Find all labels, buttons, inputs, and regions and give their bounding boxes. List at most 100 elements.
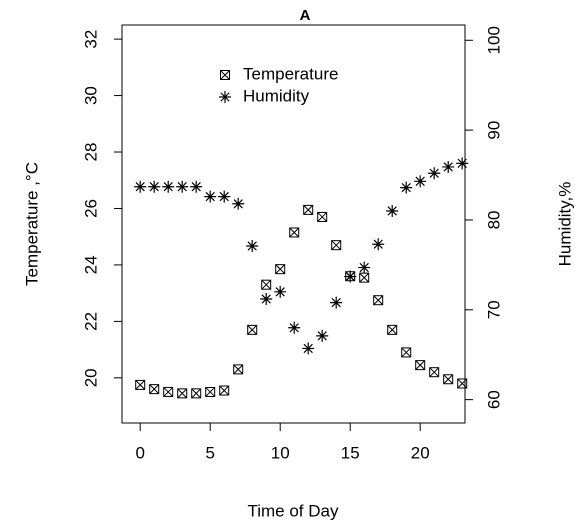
x-tick-label: 15 — [341, 443, 360, 462]
point-cross — [135, 380, 146, 390]
point — [246, 240, 259, 253]
point — [372, 238, 385, 251]
point — [317, 211, 328, 222]
point — [429, 367, 440, 378]
point — [275, 264, 286, 275]
point — [415, 360, 426, 371]
point-star — [246, 240, 259, 253]
point — [218, 190, 231, 203]
point-box — [303, 204, 314, 215]
point — [359, 272, 370, 283]
point — [134, 180, 147, 193]
chart-title: A — [300, 7, 311, 24]
point-cross — [359, 272, 370, 283]
point-cross — [303, 205, 314, 215]
point-star — [386, 204, 399, 217]
point-star — [218, 190, 231, 203]
point — [260, 293, 273, 306]
point — [204, 190, 217, 203]
point-box — [429, 367, 440, 378]
y2-tick-label: 100 — [484, 26, 503, 54]
y-tick-label: 26 — [81, 199, 100, 218]
point — [358, 261, 371, 274]
point — [386, 204, 399, 217]
point — [176, 180, 189, 193]
point-box — [373, 295, 384, 306]
point-star — [232, 197, 245, 210]
point — [387, 324, 398, 335]
point — [219, 91, 231, 103]
point — [163, 386, 174, 397]
point-cross — [247, 324, 258, 335]
point-star — [302, 342, 315, 355]
y-tick-label: 24 — [81, 255, 100, 274]
point-cross — [163, 387, 174, 397]
point-box — [387, 324, 398, 335]
y-tick-label: 32 — [81, 30, 100, 49]
point — [400, 181, 413, 194]
point — [177, 388, 188, 399]
point-box — [220, 70, 230, 80]
point-star — [260, 293, 273, 306]
point — [261, 279, 272, 290]
point-cross — [149, 384, 160, 394]
point-cross — [457, 378, 468, 389]
point — [274, 285, 287, 298]
point — [443, 374, 454, 385]
point-star — [442, 160, 455, 173]
x-axis-label: Time of Day — [247, 501, 339, 520]
point-box — [233, 364, 244, 375]
point-star — [358, 261, 371, 274]
point-box — [457, 378, 468, 389]
point-star — [274, 285, 287, 298]
point-box — [191, 388, 202, 399]
point-cross — [289, 227, 300, 238]
point-star — [190, 180, 203, 193]
point-cross — [233, 364, 244, 375]
y-tick-label: 30 — [81, 86, 100, 105]
point — [247, 324, 258, 335]
point — [233, 364, 244, 375]
point-box — [261, 279, 272, 290]
y2-tick-label: 70 — [484, 300, 503, 319]
point — [205, 386, 216, 397]
point — [316, 329, 329, 342]
point — [456, 157, 469, 170]
point-cross — [275, 264, 286, 275]
point-cross — [331, 240, 342, 251]
y-axis-label: Temperature ,°C — [22, 162, 41, 286]
point-box — [317, 211, 328, 222]
point-star — [372, 238, 385, 251]
point — [344, 270, 357, 283]
point-box — [331, 240, 342, 251]
point-star — [288, 321, 301, 334]
point-cross — [205, 387, 216, 397]
legend-label: Temperature — [243, 64, 338, 83]
point-star — [344, 270, 357, 283]
point — [457, 378, 468, 389]
point-box — [149, 384, 160, 395]
point-cross — [261, 279, 272, 290]
point-cross — [219, 385, 230, 396]
point-box — [415, 360, 426, 371]
point — [162, 180, 175, 193]
point — [288, 321, 301, 334]
point — [219, 385, 230, 396]
point — [302, 342, 315, 355]
point-star — [316, 329, 329, 342]
point-star — [456, 157, 469, 170]
point-cross — [191, 388, 202, 399]
point-cross — [415, 360, 426, 370]
point-box — [163, 386, 174, 397]
y2-tick-label: 80 — [484, 210, 503, 229]
point-cross — [177, 388, 188, 399]
point-box — [247, 324, 258, 335]
point-box — [177, 388, 188, 399]
point-star — [204, 190, 217, 203]
point — [289, 227, 300, 238]
point-cross — [387, 324, 398, 335]
point-cross — [401, 347, 412, 358]
point — [220, 70, 230, 80]
point — [442, 160, 455, 173]
point — [232, 197, 245, 210]
